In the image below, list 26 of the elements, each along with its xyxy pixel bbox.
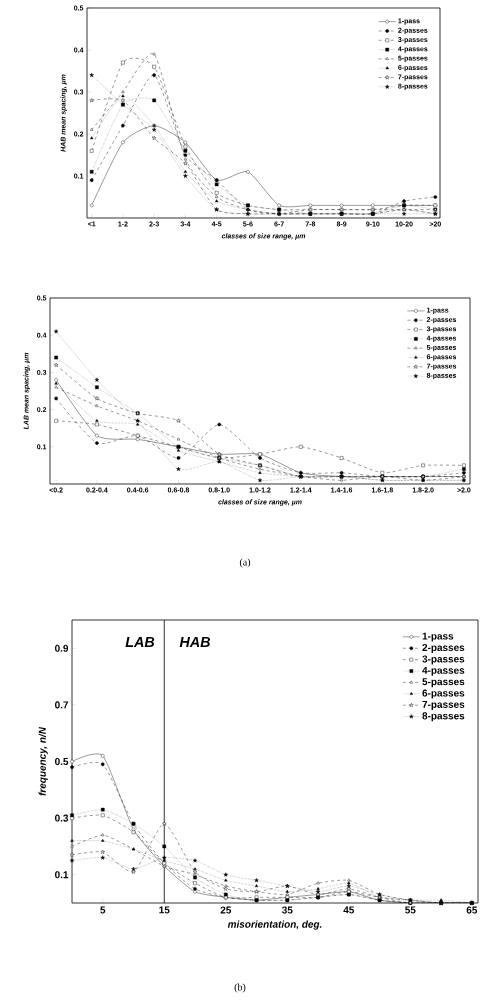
legend-label: 3-passes [422,655,465,665]
x-tick-label: 65 [466,906,478,914]
x-tick-label: 55 [405,906,416,914]
x-tick-label: 45 [343,906,355,914]
x-tick-label: 15 [159,906,170,914]
legend-label: 6-passes [422,689,465,699]
y-tick-label: 0.1 [55,871,69,879]
x-tick-label: 25 [220,906,232,914]
x-tick-label: 35 [282,906,293,914]
legend-label: 1-pass [422,632,454,642]
y-axis-title: frequency, n/N [38,726,48,796]
legend-label: 8-passes [422,712,465,722]
annotation: LAB [125,637,155,647]
legend-label: 7-passes [422,701,465,710]
legend-label: 4-passes [422,666,465,676]
x-axis-title: misorientation, deg. [227,920,322,930]
y-tick-label: 0.9 [55,644,69,652]
annotation: HAB [179,637,211,647]
legend-label: 2-passes [422,644,465,654]
legend-label: 5-passes [422,678,465,688]
y-tick-label: 0.5 [55,757,69,766]
y-tick-label: 0.3 [55,814,69,822]
text: (b) [234,983,246,993]
y-tick-label: 0.7 [55,701,69,709]
x-tick-label: 5 [100,906,106,914]
text: (a) [239,558,251,568]
